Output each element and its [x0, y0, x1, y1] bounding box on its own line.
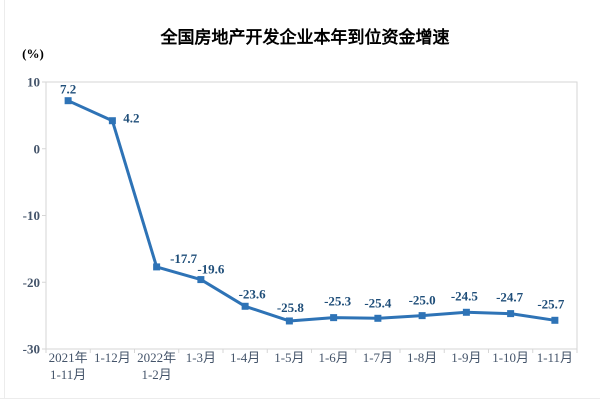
chart-title: 全国房地产开发企业本年到位资金增速 [160, 27, 450, 47]
data-point-label: -24.7 [496, 290, 524, 305]
data-point-marker [241, 302, 249, 310]
data-point-marker [507, 310, 515, 318]
x-tick-label: 2021年 [49, 350, 88, 365]
page-left-border [4, 0, 5, 398]
y-tick-label: -30 [23, 342, 40, 357]
x-tick-label: 1-11月 [537, 350, 573, 365]
data-point-label: -25.4 [364, 295, 392, 310]
data-point-label: -25.3 [324, 294, 352, 309]
data-point-marker [153, 263, 161, 271]
data-point-marker [108, 117, 116, 125]
x-tick-label: 1-6月 [318, 350, 348, 365]
x-tick-label: 2022年 [137, 350, 176, 365]
data-point-label: -25.0 [409, 293, 436, 308]
data-point-marker [418, 312, 426, 320]
x-tick-label: 1-10月 [492, 350, 529, 365]
x-tick-label: 1-9月 [451, 350, 481, 365]
x-tick-label: 1-11月 [50, 367, 86, 382]
data-point-label: -23.6 [239, 286, 267, 301]
data-point-label: -25.8 [277, 300, 305, 315]
x-tick-label: 1-3月 [186, 350, 216, 365]
x-tick-label: 1-4月 [230, 350, 260, 365]
data-point-label: 7.2 [60, 82, 76, 97]
x-tick-label: 1-7月 [363, 350, 393, 365]
data-point-label: -25.7 [537, 296, 565, 311]
data-point-marker [374, 314, 382, 322]
x-tick-label: 1-2月 [141, 367, 171, 382]
x-tick-label: 1-12月 [94, 350, 131, 365]
data-point-marker [285, 317, 293, 325]
data-point-label: -17.7 [170, 251, 198, 266]
data-point-marker [330, 314, 338, 322]
series-line [66, 99, 557, 323]
y-tick-label: 0 [34, 141, 41, 156]
data-point-marker [197, 276, 205, 284]
x-tick-label: 1-5月 [274, 350, 304, 365]
y-tick-label: 10 [27, 75, 40, 90]
x-tick-label: 1-8月 [407, 350, 437, 365]
y-tick-label: -20 [23, 275, 40, 290]
data-point-marker [551, 316, 559, 324]
data-point-marker [462, 308, 470, 316]
data-point-label: 4.2 [123, 111, 139, 126]
y-axis-unit-label: (%) [22, 46, 44, 61]
data-point-marker [64, 97, 72, 105]
y-tick-label: -10 [23, 208, 40, 223]
content-bottom-divider [0, 398, 600, 399]
data-point-label: -19.6 [197, 262, 225, 277]
data-point-label: -24.5 [451, 288, 479, 303]
plot-area: 10 0 -10 -20 -30 2021年 1-11月 1-12月 2022年 1-2月 1-3月… [23, 75, 578, 382]
